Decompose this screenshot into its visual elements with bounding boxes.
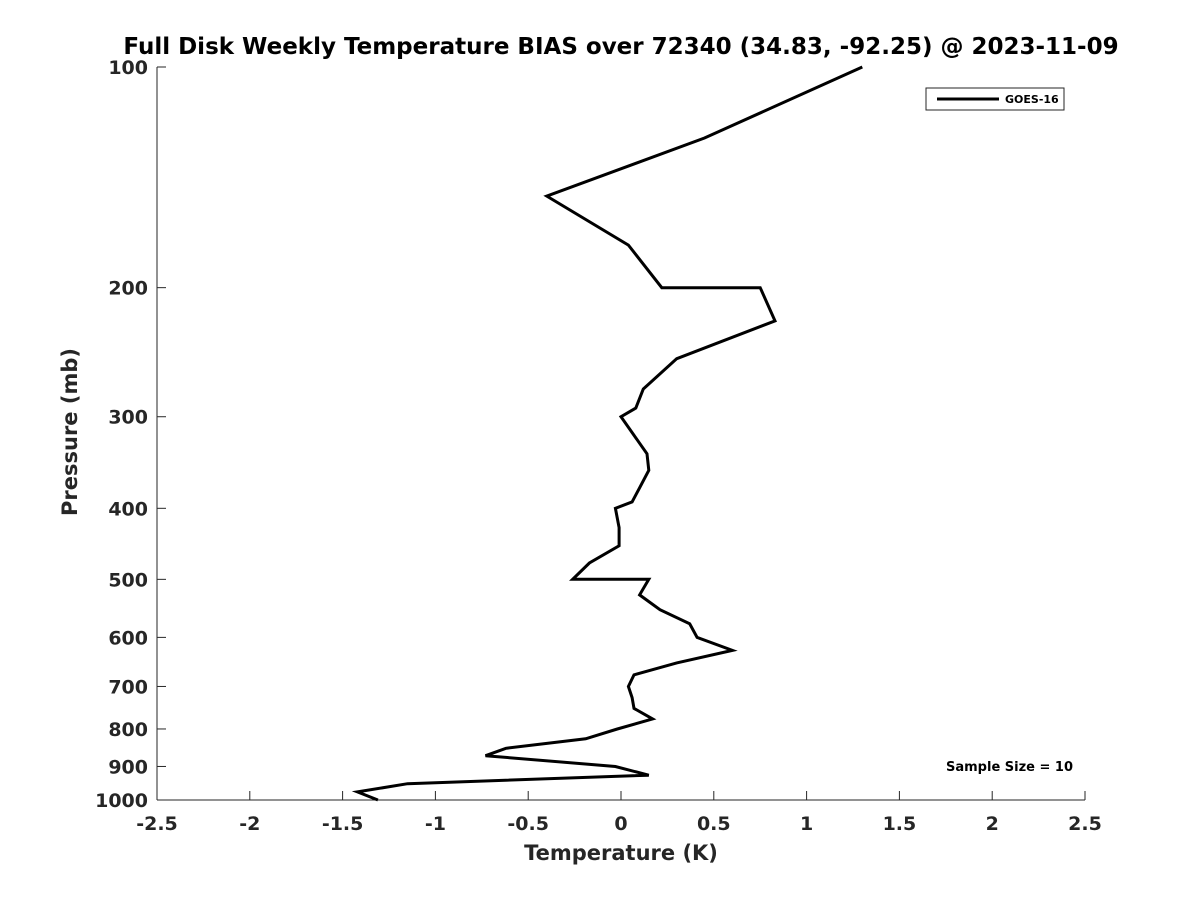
x-tick-label: -0.5 (507, 813, 549, 835)
x-tick-label: -1.5 (322, 813, 364, 835)
legend: GOES-16 (925, 87, 1065, 111)
chart-title: Full Disk Weekly Temperature BIAS over 7… (123, 34, 1118, 60)
y-tick-label: 1000 (95, 790, 148, 812)
x-tick-label: -2.5 (136, 813, 178, 835)
legend-label-goes16: GOES-16 (1005, 93, 1059, 106)
x-tick-label: 1 (800, 813, 813, 835)
y-tick-label: 400 (108, 498, 148, 520)
y-tick-label: 300 (108, 407, 148, 429)
y-tick-label: 700 (108, 676, 148, 698)
plot-area (156, 65, 1085, 802)
y-tick-label: 200 (108, 278, 148, 300)
y-tick-label: 100 (108, 57, 148, 79)
x-tick-label: 1.5 (883, 813, 917, 835)
x-axis-label: Temperature (K) (524, 841, 718, 865)
x-tick-label: 2 (986, 813, 999, 835)
y-axis-label: Pressure (mb) (58, 348, 82, 516)
x-tick-label: -1 (425, 813, 446, 835)
sample-size-annotation: Sample Size = 10 (946, 760, 1073, 775)
x-tick-label: 0.5 (697, 813, 731, 835)
y-tick-label: 800 (108, 719, 148, 741)
y-tick-label: 600 (108, 627, 148, 649)
x-tick-label: -2 (239, 813, 260, 835)
y-tick-label: 500 (108, 569, 148, 591)
x-tick-label: 0 (614, 813, 627, 835)
y-axis: 100 200 300 400 500 600 700 800 900 1000 (95, 57, 166, 812)
x-axis: -2.5 -2 -1.5 -1 -0.5 0 0.5 1 1.5 2 2.5 (136, 791, 1102, 835)
x-tick-label: 2.5 (1068, 813, 1102, 835)
y-tick-label: 900 (108, 756, 148, 778)
series-line-goes16 (351, 65, 863, 802)
